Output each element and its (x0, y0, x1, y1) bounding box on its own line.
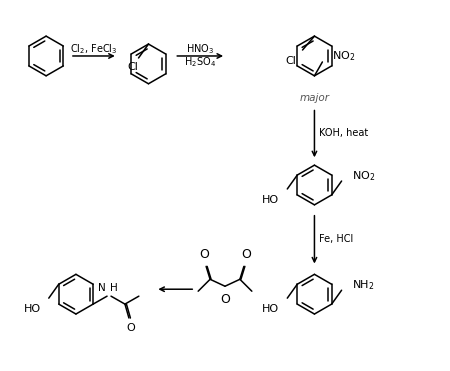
Text: O: O (241, 249, 251, 262)
Text: Cl$_2$, FeCl$_3$: Cl$_2$, FeCl$_3$ (70, 42, 117, 56)
Text: Fe, HCl: Fe, HCl (320, 234, 354, 244)
Text: H$_2$SO$_4$: H$_2$SO$_4$ (184, 55, 216, 69)
Text: NO$_2$: NO$_2$ (351, 169, 375, 183)
Text: NO$_2$: NO$_2$ (333, 49, 356, 63)
Text: NH$_2$: NH$_2$ (351, 278, 374, 292)
Text: HO: HO (262, 304, 279, 314)
Text: O: O (199, 249, 209, 262)
Text: HNO$_3$: HNO$_3$ (186, 42, 214, 56)
Text: Cl: Cl (127, 62, 138, 72)
Text: N: N (98, 283, 106, 293)
Text: H: H (110, 283, 118, 293)
Text: major: major (299, 93, 329, 103)
Text: KOH, heat: KOH, heat (320, 128, 369, 138)
Text: HO: HO (24, 304, 41, 314)
Text: HO: HO (262, 195, 279, 205)
Text: O: O (126, 323, 135, 333)
Text: O: O (220, 293, 230, 306)
Text: Cl: Cl (286, 56, 297, 66)
